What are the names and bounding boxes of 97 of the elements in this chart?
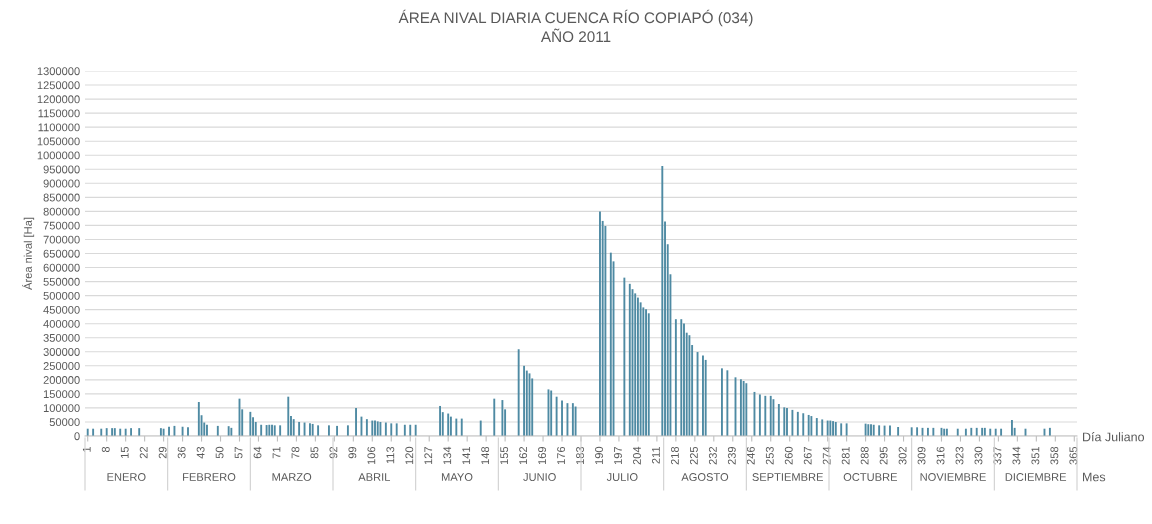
y-tick-label: 250000 — [43, 362, 80, 370]
x-tick-label: 92 — [329, 446, 338, 459]
x-tick-label: 267 — [803, 446, 812, 465]
x-tick-label: 204 — [633, 446, 641, 465]
chart-subtitle: AÑO 2011 — [540, 28, 611, 43]
y-tick-label: 350000 — [43, 334, 80, 342]
x-tick-label: 148 — [481, 446, 490, 465]
x-tick-label: 78 — [291, 446, 300, 459]
text: JULIO — [606, 473, 638, 481]
x-tick-label: 134 — [443, 446, 452, 465]
x-tick-label: 183 — [576, 446, 584, 465]
x-tick-label: 120 — [405, 446, 414, 465]
text: FEBRERO — [183, 473, 236, 481]
x-tick-label: 1 — [82, 446, 91, 452]
text: OCTUBRE — [843, 473, 898, 481]
x-tick-label: 43 — [196, 446, 205, 459]
y-tick-label: 500000 — [43, 291, 80, 300]
y-tick-label: 1300000 — [37, 67, 80, 76]
x-tick-label: 330 — [974, 446, 983, 465]
x-tick-label: 50 — [215, 446, 224, 459]
y-tick-label: 1000000 — [37, 151, 80, 160]
x-tick-label: 176 — [557, 446, 566, 465]
y-tick-label: 1200000 — [37, 95, 80, 104]
x-tick-label: 365 — [1069, 446, 1078, 465]
text: SEPTIEMBRE — [752, 473, 823, 481]
text: DICIEMBRE — [1005, 473, 1067, 481]
text: MARZO — [272, 473, 312, 481]
x-tick-label: 211 — [652, 446, 660, 464]
x-tick-label: 22 — [139, 446, 148, 459]
x-tick-label: 295 — [879, 446, 888, 465]
y-tick-label: 50000 — [49, 418, 80, 427]
x-tick-label: 239 — [727, 446, 736, 465]
text: AGOSTO — [681, 473, 729, 481]
x-tick-label: 309 — [917, 446, 926, 465]
x-tick-label: 281 — [841, 446, 850, 465]
x-tick-label: 57 — [234, 446, 243, 459]
x-tick-label: 162 — [519, 446, 528, 465]
x-tick-label: 246 — [746, 446, 755, 465]
x-tick-label: 225 — [689, 446, 698, 465]
x-tick-label: 169 — [538, 446, 547, 465]
y-tick-label: 1250000 — [37, 81, 80, 90]
y-tick-label: 150000 — [43, 390, 80, 399]
x-tick-label: 218 — [670, 446, 679, 465]
x-axis-title: Día Juliano — [1083, 432, 1145, 442]
text: ENERO — [107, 473, 146, 481]
y-tick-label: 450000 — [43, 305, 80, 314]
x-tick-label: 274 — [822, 446, 831, 465]
x-tick-label: 113 — [386, 446, 395, 464]
x-tick-label: 29 — [158, 446, 167, 459]
text: Mes — [1083, 472, 1106, 482]
x-tick-label: 337 — [993, 446, 1002, 465]
x-tick-label: 358 — [1050, 446, 1059, 465]
x-tick-label: 15 — [120, 446, 129, 458]
text: NOVIEMBRE — [920, 473, 986, 481]
x-tick-label: 64 — [253, 446, 262, 459]
y-tick-label: 950000 — [43, 165, 80, 174]
x-tick-label: 106 — [367, 446, 376, 465]
x-tick-label: 302 — [898, 446, 907, 465]
x-tick-label: 99 — [348, 446, 357, 459]
y-tick-label: 800000 — [43, 207, 80, 216]
x-tick-label: 36 — [177, 446, 186, 459]
y-tick-label: 400000 — [43, 319, 80, 328]
x-tick-label: 232 — [708, 446, 717, 465]
x-tick-label: 141 — [462, 446, 471, 465]
x-tick-label: 71 — [272, 446, 281, 459]
x-tick-label: 190 — [595, 446, 603, 465]
y-tick-label: 300000 — [43, 348, 80, 356]
x-tick-label: 351 — [1031, 446, 1040, 465]
y-tick-label: 0 — [74, 432, 80, 441]
chart-title: ÁREA NIVAL DIARIA CUENCA RÍO COPIAPÓ (034) — [398, 9, 753, 27]
y-tick-label: 650000 — [43, 249, 80, 258]
x-tick-label: 288 — [860, 446, 869, 465]
text: ABRIL — [358, 473, 391, 481]
y-tick-label: 200000 — [43, 376, 80, 384]
x-tick-label: 197 — [614, 446, 622, 465]
y-tick-label: 600000 — [43, 263, 80, 272]
y-tick-label: 100000 — [43, 404, 80, 413]
y-tick-label: 850000 — [43, 193, 80, 202]
y-tick-label: 550000 — [43, 277, 80, 286]
text: JUNIO — [523, 473, 556, 481]
y-tick-label: 700000 — [43, 235, 80, 244]
x-tick-label: 316 — [936, 446, 945, 465]
x-tick-label: 85 — [310, 446, 319, 459]
x-tick-label: 260 — [784, 446, 793, 465]
x-tick-label: 323 — [955, 446, 964, 465]
y-axis-title: Área nival [Ha] — [22, 217, 35, 290]
x-tick-label: 127 — [424, 446, 433, 465]
y-tick-label: 750000 — [43, 221, 80, 230]
y-tick-label: 900000 — [43, 179, 80, 188]
y-tick-label: 1100000 — [38, 123, 80, 132]
text: MAYO — [441, 473, 473, 481]
x-tick-label: 253 — [765, 446, 774, 465]
x-tick-label: 344 — [1012, 446, 1021, 465]
x-tick-label: 155 — [500, 446, 509, 465]
y-tick-label: 1150000 — [38, 109, 80, 118]
x-tick-label: 8 — [101, 446, 110, 453]
y-tick-label: 1050000 — [37, 137, 80, 146]
